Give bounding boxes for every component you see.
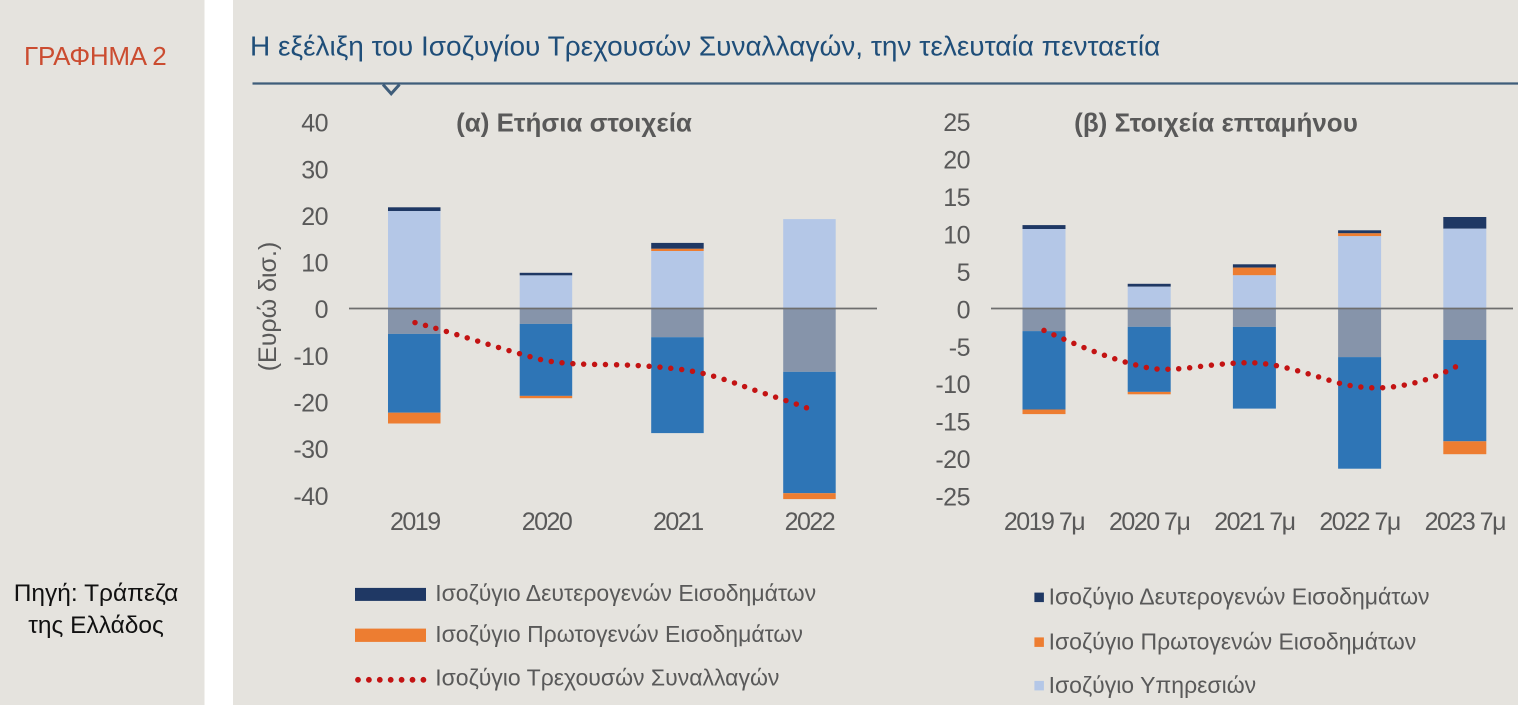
svg-text:Ισοζύγιο Τρεχουσών Συναλλαγών: Ισοζύγιο Τρεχουσών Συναλλαγών [435,665,779,691]
svg-text:2021: 2021 [653,508,703,536]
svg-text:της Ελλάδος: της Ελλάδος [28,612,164,639]
svg-text:2023 7μ: 2023 7μ [1425,508,1505,536]
svg-text:10: 10 [943,221,970,249]
svg-text:25: 25 [943,109,970,137]
svg-text:2019: 2019 [390,508,440,536]
svg-text:20: 20 [301,203,328,231]
svg-text:2019 7μ: 2019 7μ [1004,508,1084,536]
svg-text:ΓΡΑΦΗΜΑ 2: ΓΡΑΦΗΜΑ 2 [24,41,166,71]
svg-text:-20: -20 [293,390,328,418]
svg-text:-25: -25 [935,484,970,512]
svg-text:-40: -40 [293,483,328,511]
svg-text:0: 0 [315,296,328,324]
svg-text:2020 7μ: 2020 7μ [1109,508,1189,536]
svg-text:-30: -30 [293,436,328,464]
svg-text:30: 30 [301,156,328,184]
svg-text:-5: -5 [949,334,970,362]
svg-text:20: 20 [943,147,970,175]
svg-text:(Ευρώ δισ.): (Ευρώ δισ.) [254,242,282,372]
svg-text:Πηγή: Τράπεζα: Πηγή: Τράπεζα [14,580,179,607]
svg-text:2022: 2022 [785,508,835,536]
svg-text:-10: -10 [935,371,970,399]
svg-text:Η εξέλιξη του Ισοζυγίου Τρεχου: Η εξέλιξη του Ισοζυγίου Τρεχουσών Συναλλ… [250,31,1160,62]
svg-text:(β) Στοιχεία επταμήνου: (β) Στοιχεία επταμήνου [1074,108,1358,138]
svg-text:Ισοζύγιο Δευτερογενών Εισοδημά: Ισοζύγιο Δευτερογενών Εισοδημάτων [1049,584,1430,610]
svg-text:40: 40 [301,110,328,138]
svg-text:-20: -20 [935,446,970,474]
svg-text:Ισοζύγιο Πρωτογενών Εισοδημάτω: Ισοζύγιο Πρωτογενών Εισοδημάτων [435,621,803,647]
svg-text:2020: 2020 [522,508,572,536]
svg-text:Ισοζύγιο Υπηρεσιών: Ισοζύγιο Υπηρεσιών [1049,672,1257,698]
svg-text:-15: -15 [935,409,970,437]
svg-text:2022 7μ: 2022 7μ [1319,508,1399,536]
svg-text:15: 15 [943,184,970,212]
svg-text:Ισοζύγιο Πρωτογενών Εισοδημάτω: Ισοζύγιο Πρωτογενών Εισοδημάτων [1049,628,1417,654]
svg-text:5: 5 [957,259,970,287]
svg-text:-10: -10 [293,343,328,371]
svg-text:(α) Ετήσια στοιχεία: (α) Ετήσια στοιχεία [456,108,692,138]
svg-text:2021 7μ: 2021 7μ [1214,508,1294,536]
svg-text:10: 10 [301,250,328,278]
svg-text:Ισοζύγιο Δευτερογενών Εισοδημά: Ισοζύγιο Δευτερογενών Εισοδημάτων [435,580,816,606]
svg-text:0: 0 [957,296,970,324]
